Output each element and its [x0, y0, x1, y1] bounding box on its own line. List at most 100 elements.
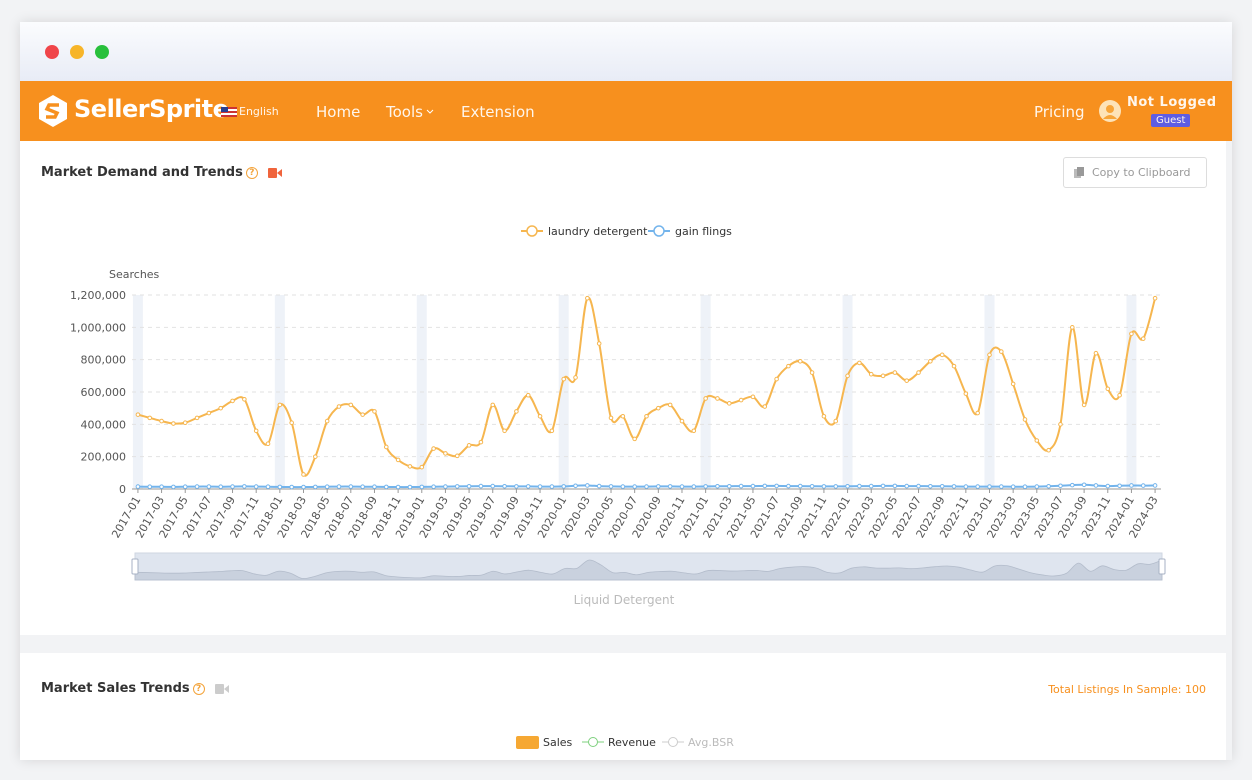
- data-point: [301, 484, 306, 490]
- data-point: [265, 484, 271, 490]
- zoom-handle[interactable]: [131, 558, 139, 575]
- data-point: [999, 484, 1004, 489]
- data-point: [833, 418, 839, 424]
- data-point: [880, 373, 886, 379]
- logo-icon: [39, 95, 67, 127]
- data-point: [845, 483, 850, 489]
- zoom-handle[interactable]: [1158, 558, 1166, 575]
- legend-label[interactable]: Avg.BSR: [688, 736, 734, 749]
- data-point: [419, 484, 425, 490]
- legend-label[interactable]: Sales: [543, 736, 573, 749]
- nav-link[interactable]: Tools: [386, 103, 423, 121]
- data-point: [502, 428, 507, 434]
- data-point: [1046, 483, 1051, 489]
- browser-window: SellerSprite English Home Tools Extensio…: [20, 22, 1232, 760]
- data-point: [667, 402, 673, 408]
- data-point: [348, 484, 354, 489]
- data-point: [821, 484, 827, 489]
- data-point: [443, 451, 448, 456]
- data-point: [194, 415, 200, 421]
- legend-label[interactable]: Revenue: [608, 736, 656, 749]
- data-point: [632, 484, 637, 489]
- legend-label[interactable]: gain flings: [675, 225, 732, 238]
- data-point: [987, 352, 992, 358]
- help-icon[interactable]: ?: [192, 682, 205, 695]
- section-title: Market Sales Trends?: [41, 681, 230, 696]
- y-tick-label: 1,200,000: [70, 289, 126, 302]
- data-point: [892, 483, 898, 489]
- data-point: [620, 413, 626, 419]
- video-icon[interactable]: [215, 683, 230, 694]
- caret: [426, 109, 434, 114]
- data-point: [1129, 483, 1134, 488]
- data-point: [1034, 438, 1040, 443]
- data-point: [1117, 392, 1122, 398]
- data-point: [963, 391, 969, 396]
- data-point: [703, 484, 708, 489]
- data-point: [809, 483, 815, 489]
- data-point: [1034, 484, 1040, 489]
- pricing-link[interactable]: Pricing: [1034, 103, 1085, 121]
- data-point: [585, 483, 590, 488]
- data-point: [1069, 482, 1075, 488]
- avatar[interactable]: [1099, 100, 1121, 122]
- minimize-dot[interactable]: [70, 45, 84, 59]
- data-point: [407, 484, 413, 490]
- data-point: [159, 418, 164, 424]
- data-point: [975, 484, 980, 489]
- data-point: [407, 464, 413, 469]
- data-point: [289, 484, 294, 490]
- data-point: [762, 483, 768, 489]
- data-point: [750, 483, 756, 489]
- sales-legend: Sales Revenue Avg.BSR: [516, 736, 734, 749]
- data-point: [738, 483, 744, 489]
- data-point: [857, 360, 862, 366]
- video-icon[interactable]: [268, 167, 283, 178]
- data-point: [230, 398, 235, 404]
- data-point: [656, 405, 661, 411]
- data-point: [904, 483, 910, 489]
- data-point: [194, 484, 200, 489]
- data-point: [620, 484, 626, 489]
- data-point: [644, 484, 649, 489]
- maximize-dot[interactable]: [95, 45, 109, 59]
- data-point: [514, 409, 519, 414]
- help-icon[interactable]: ?: [245, 166, 258, 179]
- data-point: [679, 484, 685, 489]
- data-point: [1105, 483, 1111, 489]
- data-point: [549, 428, 555, 434]
- data-point: [502, 483, 507, 489]
- section-title-text: Market Demand and Trends: [41, 165, 243, 180]
- user-status: Not Logged: [1127, 95, 1217, 110]
- legend-swatch: [653, 225, 665, 237]
- data-point: [1069, 325, 1075, 330]
- nav-link[interactable]: Home: [316, 103, 361, 121]
- data-point: [1093, 483, 1099, 488]
- data-point: [525, 392, 531, 398]
- legend-label[interactable]: laundry detergent: [548, 225, 648, 238]
- nav-link[interactable]: Extension: [461, 103, 535, 121]
- data-point: [715, 396, 720, 401]
- data-point: [336, 404, 342, 409]
- data-point: [265, 441, 271, 447]
- copy-button[interactable]: Copy to Clipboard: [1063, 157, 1207, 188]
- y-tick-label: 1,000,000: [70, 321, 126, 334]
- data-point: [159, 484, 164, 490]
- language-select[interactable]: English: [239, 105, 279, 118]
- data-point: [431, 446, 436, 451]
- close-dot[interactable]: [45, 45, 59, 59]
- data-point: [892, 370, 898, 375]
- data-point: [904, 378, 910, 383]
- data-point: [573, 483, 578, 489]
- section-title: Market Demand and Trends?: [41, 165, 283, 180]
- section-title-text: Market Sales Trends: [41, 681, 190, 696]
- data-point: [868, 371, 874, 377]
- x-axis-title: Liquid Detergent: [574, 593, 675, 607]
- data-point: [313, 454, 318, 459]
- data-point: [999, 349, 1004, 354]
- data-point: [762, 404, 768, 409]
- data-point: [1140, 483, 1146, 488]
- brand[interactable]: SellerSprite: [74, 95, 229, 123]
- data-point: [336, 484, 342, 489]
